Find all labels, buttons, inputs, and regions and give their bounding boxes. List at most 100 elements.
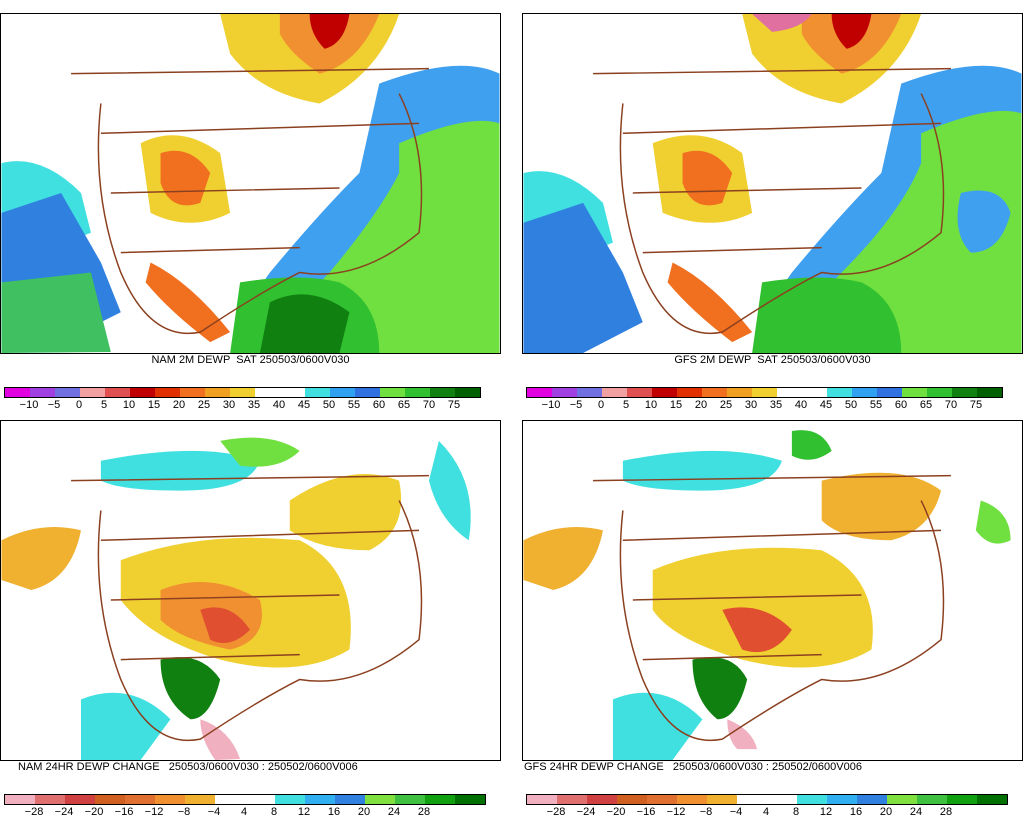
colorbar-swatch — [952, 388, 977, 397]
colorbar-swatch — [552, 388, 577, 397]
colorbar-tick-label: −12 — [666, 806, 686, 818]
colorbar-tick-label: 40 — [272, 399, 286, 411]
colorbar-swatch — [602, 388, 627, 397]
colorbar-tick-label: −8 — [177, 806, 191, 818]
colorbar — [4, 387, 481, 398]
panel-nam-change: NAM 24HR DEWP CHANGE 250503/0600V030 : 2… — [0, 420, 501, 820]
colorbar-swatch — [245, 795, 275, 804]
colorbar-swatch — [827, 388, 852, 397]
colorbar-swatch — [335, 795, 365, 804]
colorbar-swatch — [230, 388, 255, 397]
colorbar-swatch — [215, 795, 245, 804]
colorbar-tick-label: 35 — [247, 399, 261, 411]
colorbar-swatch — [852, 388, 877, 397]
colorbar-swatch — [977, 795, 1007, 804]
colorbar-swatch — [105, 388, 130, 397]
colorbar-tick-label: −10 — [541, 399, 561, 411]
colorbar-swatch — [627, 388, 652, 397]
colorbar-swatch — [155, 388, 180, 397]
panel-title: GFS 24HR DEWP CHANGE 250503/0600V030 : 2… — [524, 761, 862, 773]
colorbar-tick-label: 4 — [240, 806, 248, 818]
colorbar-tick-label: 50 — [322, 399, 336, 411]
colorbar-swatch — [887, 795, 917, 804]
panel-nam-dewp: NAM 2M DEWP SAT 250503/0600V030 −10 −5 0 5 1… — [0, 13, 501, 413]
colorbar-swatch — [255, 388, 280, 397]
colorbar-tick-label: −8 — [699, 806, 713, 818]
colorbar-swatch — [95, 795, 125, 804]
nam-change-map — [0, 420, 501, 761]
colorbar-tick-label: −20 — [606, 806, 626, 818]
colorbar-swatch — [647, 795, 677, 804]
colorbar-swatch — [797, 795, 827, 804]
colorbar-ticks: −28 −24 −20 −16 −12 −8 −4 4 8 12 16 20 24 28 — [4, 806, 484, 820]
colorbar-tick-label: 10 — [122, 399, 136, 411]
colorbar-tick-label: 55 — [347, 399, 361, 411]
colorbar-tick-label: 60 — [372, 399, 386, 411]
gfs-change-map — [522, 420, 1023, 761]
colorbar-swatch — [577, 388, 602, 397]
colorbar-swatch — [707, 795, 737, 804]
colorbar-tick-label: −20 — [84, 806, 104, 818]
colorbar-swatch — [455, 795, 485, 804]
colorbar-swatch — [877, 388, 902, 397]
colorbar-swatch — [5, 388, 30, 397]
colorbar-swatch — [827, 795, 857, 804]
colorbar-swatch — [902, 388, 927, 397]
colorbar — [526, 387, 1003, 398]
colorbar-tick-label: 24 — [387, 806, 401, 818]
colorbar-swatch — [527, 795, 557, 804]
colorbar-swatch — [405, 388, 430, 397]
colorbar-tick-label: 45 — [297, 399, 311, 411]
colorbar-swatch — [777, 388, 802, 397]
colorbar-swatch — [917, 795, 947, 804]
colorbar-swatch — [677, 388, 702, 397]
colorbar-swatch — [752, 388, 777, 397]
colorbar-tick-label: −24 — [576, 806, 596, 818]
colorbar-tick-label: 5 — [100, 399, 108, 411]
colorbar-swatch — [35, 795, 65, 804]
colorbar-swatch — [947, 795, 977, 804]
colorbar-tick-label: 25 — [197, 399, 211, 411]
colorbar-swatch — [430, 388, 455, 397]
colorbar-tick-label: 45 — [819, 399, 833, 411]
colorbar-tick-label: 75 — [969, 399, 983, 411]
colorbar-tick-label: 70 — [944, 399, 958, 411]
colorbar-tick-label: 4 — [762, 806, 770, 818]
colorbar-tick-label: 30 — [222, 399, 236, 411]
colorbar-swatch — [125, 795, 155, 804]
colorbar-swatch — [155, 795, 185, 804]
colorbar-swatch — [395, 795, 425, 804]
colorbar — [4, 794, 486, 805]
panel-title: NAM 24HR DEWP CHANGE 250503/0600V030 : 2… — [18, 761, 358, 773]
colorbar-swatch — [30, 388, 55, 397]
colorbar-ticks: −10 −5 0 5 10 15 20 25 30 35 40 45 50 55 60 65 70 75 — [526, 399, 1006, 413]
colorbar-tick-label: 20 — [357, 806, 371, 818]
colorbar-tick-label: −28 — [546, 806, 566, 818]
colorbar-tick-label: 35 — [769, 399, 783, 411]
colorbar-tick-label: 24 — [909, 806, 923, 818]
colorbar-tick-label: −16 — [636, 806, 656, 818]
colorbar-swatch — [355, 388, 380, 397]
colorbar-tick-label: 20 — [879, 806, 893, 818]
colorbar-tick-label: 0 — [597, 399, 605, 411]
colorbar-tick-label: −5 — [569, 399, 583, 411]
colorbar-tick-label: 55 — [869, 399, 883, 411]
colorbar-swatch — [305, 388, 330, 397]
colorbar-tick-label: 28 — [939, 806, 953, 818]
colorbar-tick-label: 25 — [719, 399, 733, 411]
colorbar-swatch — [557, 795, 587, 804]
colorbar-tick-label: 0 — [75, 399, 83, 411]
colorbar-tick-label: 60 — [894, 399, 908, 411]
colorbar-tick-label: 12 — [297, 806, 311, 818]
colorbar-tick-label: −28 — [24, 806, 44, 818]
colorbar-swatch — [857, 795, 887, 804]
colorbar-ticks: −28 −24 −20 −16 −12 −8 −4 4 8 12 16 20 24 28 — [526, 806, 1006, 820]
colorbar-tick-label: 10 — [644, 399, 658, 411]
colorbar-swatch — [677, 795, 707, 804]
colorbar-ticks: −10 −5 0 5 10 15 20 25 30 35 40 45 50 55 60 65 70 75 — [4, 399, 484, 413]
colorbar-swatch — [425, 795, 455, 804]
colorbar-swatch — [180, 388, 205, 397]
colorbar-swatch — [130, 388, 155, 397]
colorbar-tick-label: 15 — [147, 399, 161, 411]
colorbar-swatch — [737, 795, 767, 804]
